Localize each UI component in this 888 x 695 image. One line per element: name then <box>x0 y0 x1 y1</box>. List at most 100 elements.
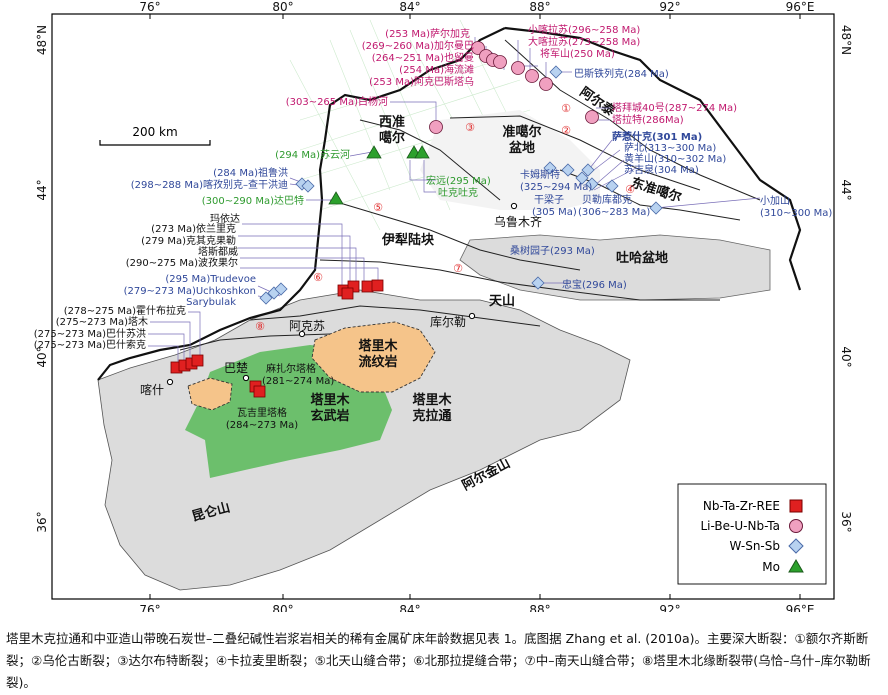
fault-6: ⑥ <box>313 271 323 284</box>
deposit-label-30: 桑树园子(293 Ma) <box>510 244 595 257</box>
city-aksu-marker <box>298 330 306 338</box>
nb-markers <box>170 279 384 398</box>
region-tarim-craton-1: 塔里木 <box>412 392 452 408</box>
marker-li <box>539 77 553 91</box>
lat-tick-right-0: 48°N <box>839 25 853 55</box>
deposit-label-27: (294 Ma)苏云河 <box>275 148 350 161</box>
deposit-label-37: (295 Ma)Trudevoe <box>165 274 256 285</box>
region-tarim-rhyolite-2: 流纹岩 <box>358 354 397 370</box>
marker-w <box>531 276 545 290</box>
lon-tick-top-0: 76° <box>139 0 160 14</box>
deposit-label-0: (253 Ma)萨尔加克 <box>385 27 470 40</box>
geologic-map: 76° 80° 84° 88° 92° 96°E 76° 80° 84° 88°… <box>34 0 853 612</box>
lon-tick-bottom-4: 92° <box>659 603 680 612</box>
marker-w <box>549 65 563 79</box>
deposit-label-5: 小喀拉苏(296~258 Ma) <box>528 23 640 36</box>
legend-label-mo: Mo <box>762 560 780 574</box>
marker-mo <box>414 145 430 159</box>
city-bachu-marker <box>242 374 250 382</box>
marker-w <box>575 171 589 185</box>
marker-w <box>543 161 557 175</box>
marker-w <box>259 291 273 305</box>
deposit-label-34: (279 Ma)克其克果勒 <box>141 234 236 247</box>
deposit-label-3: (254 Ma)海流滩 <box>399 63 474 76</box>
deposit-label-28: 宏远(295 Ma) <box>426 174 491 187</box>
deposit-label-47: (284~273 Ma) <box>226 420 298 431</box>
region-yili-block: 伊犁陆块 <box>381 232 435 248</box>
scale-bar-label: 200 km <box>132 125 177 139</box>
deposit-label-33: (273 Ma)依兰里克 <box>151 222 236 235</box>
lon-tick-bottom-1: 80° <box>272 603 293 612</box>
marker-w <box>605 179 619 193</box>
deposit-label-36: (290~275 Ma)波孜果尔 <box>126 256 238 269</box>
deposit-label-21: (306~283 Ma) <box>578 207 650 218</box>
marker-w <box>585 177 599 191</box>
deposit-label-2: (264~251 Ma)也留曼 <box>372 51 474 64</box>
marker-nb <box>371 279 384 292</box>
legend-symbol-li <box>789 519 803 533</box>
deposit-label-19: (305 Ma) <box>532 207 577 218</box>
fault-4: ④ <box>625 183 635 196</box>
deposit-label-31: 忠宝(296 Ma) <box>562 278 627 291</box>
lat-tick-left-1: 44° <box>35 179 49 200</box>
fault-5: ⑤ <box>373 201 383 214</box>
deposit-label-22: 小加山 <box>760 195 790 207</box>
fault-3: ③ <box>465 121 475 134</box>
marker-nb <box>191 354 204 367</box>
deposit-label-35: 塔斯都威 <box>198 245 238 258</box>
legend-symbol-w <box>788 538 804 554</box>
city-urumqi: 乌鲁木齐 <box>494 214 542 229</box>
marker-nb <box>341 287 354 300</box>
lon-tick-bottom-5: 96°E <box>786 603 815 612</box>
fault-7: ⑦ <box>453 262 463 275</box>
country-border <box>97 26 802 381</box>
region-tarim-rhyolite-1: 塔里木 <box>358 338 398 354</box>
lon-tick-bottom-2: 84° <box>399 603 420 612</box>
deposit-label-15: 苏吉泉(304 Ma) <box>624 163 699 176</box>
fault-2: ② <box>561 124 571 137</box>
legend-label-w: W-Sn-Sb <box>730 539 781 553</box>
deposit-label-14: 黄羊山(310~302 Ma) <box>624 152 726 165</box>
marker-w <box>301 179 315 193</box>
deposit-label-10: 塔拜城40号(287~274 Ma) <box>612 101 737 114</box>
deposit-label-7: 将军山(250 Ma) <box>540 48 615 60</box>
fault-1: ① <box>561 102 571 115</box>
region-tarim-craton-2: 克拉通 <box>412 408 451 424</box>
lat-tick-right-3: 36° <box>839 511 853 532</box>
deposit-label-17: (325~294 Ma) <box>520 182 592 193</box>
deposit-label-25: (298~288 Ma)喀孜别克–查干洪迪 <box>131 178 288 191</box>
lat-tick-left-2: 40° <box>35 346 49 367</box>
city-kashgar-marker <box>166 378 174 386</box>
lon-ticks <box>149 14 801 599</box>
junggar-basin-area <box>420 110 600 210</box>
marker-nb <box>347 280 360 293</box>
lon-tick-top-2: 84° <box>399 0 420 14</box>
city-korla: 库尔勒 <box>430 314 466 329</box>
deposit-label-38: (279~273 Ma)Uchkoshkon <box>124 286 256 297</box>
region-west-junggar-1: 西准 <box>379 114 405 130</box>
deposit-label-39: Sarybulak <box>186 297 236 308</box>
deposit-label-4: (253 Ma)阿克巴斯塔乌 <box>369 75 474 88</box>
region-junggar-basin-1: 准噶尔 <box>502 124 541 140</box>
deposit-label-16: 卡姆斯特 <box>520 168 560 181</box>
deposit-label-20: 贝勒库都克 <box>582 193 632 206</box>
lon-tick-top-3: 88° <box>529 0 550 14</box>
region-west-junggar-2: 噶尔 <box>379 130 405 146</box>
lon-tick-bottom-0: 76° <box>139 603 160 612</box>
legend-symbol-mo <box>788 559 804 573</box>
w-markers <box>259 65 663 305</box>
lat-tick-left-3: 36° <box>35 511 49 532</box>
city-bachu: 巴楚 <box>224 361 248 375</box>
deposit-label-32: 玛依达 <box>210 212 240 225</box>
lat-tick-left-0: 48°N <box>35 25 49 55</box>
city-urumqi-marker <box>510 202 518 210</box>
deposit-label-1: (269~260 Ma)加尔曼巴 <box>362 39 474 52</box>
city-kashgar: 喀什 <box>140 383 164 397</box>
scale-bar: 200 km <box>99 125 211 146</box>
deposit-label-23: (310~300 Ma) <box>760 208 832 219</box>
lat-tick-right-1: 44° <box>839 179 853 200</box>
region-tianshan: 天山 <box>489 293 515 309</box>
deposit-label-8: 巴斯铁列克(284 Ma) <box>574 67 669 80</box>
marker-li <box>585 110 599 124</box>
marker-w <box>649 201 663 215</box>
